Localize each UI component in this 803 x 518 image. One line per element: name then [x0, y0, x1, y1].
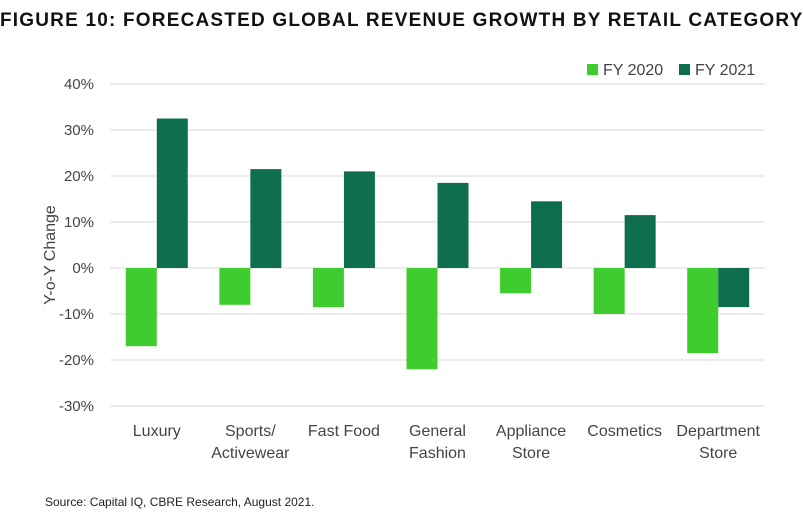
bar-fy2021 [718, 268, 750, 308]
y-tick-label: 30% [64, 122, 94, 139]
x-tick-label: Appliance Store [496, 423, 566, 462]
bar-fy2021 [343, 171, 375, 268]
x-tick-label: Department Store [676, 423, 760, 462]
y-tick-label: 0% [72, 260, 94, 277]
bar-fy2020 [500, 268, 532, 294]
y-tick-label: 20% [64, 168, 94, 185]
legend: FY 2020 FY 2021 [587, 62, 755, 79]
legend-label-fy2020: FY 2020 [603, 62, 663, 79]
bar-fy2021 [156, 118, 188, 268]
x-axis-labels: Luxury Sports/Activewear Fast Food General F… [133, 423, 761, 462]
bar-fy2021 [531, 201, 563, 268]
x-tick-label: General Fashion [409, 423, 466, 462]
legend-swatch-fy2021 [679, 64, 690, 75]
bar-fy2020 [125, 268, 157, 347]
bar-fy2020 [593, 268, 625, 314]
chart-title: FIGURE 10: FORECASTED GLOBAL REVENUE GRO… [0, 10, 803, 31]
bar-fy2020 [219, 268, 251, 305]
bar-fy2021 [437, 182, 469, 268]
x-tick-label: Sports/Activewear [211, 423, 290, 462]
bar-fy2020 [312, 268, 344, 308]
y-tick-label: -10% [59, 306, 94, 323]
x-tick-label: Fast Food [308, 423, 380, 440]
legend-swatch-fy2020 [587, 64, 598, 75]
bar-fy2020 [687, 268, 719, 354]
bar-fy2020 [406, 268, 438, 370]
y-tick-label: 10% [64, 214, 94, 231]
bar-fy2021 [624, 215, 656, 268]
bar-fy2021 [250, 169, 282, 268]
x-tick-label: Luxury [133, 423, 181, 440]
x-tick-label: Cosmetics [587, 423, 662, 440]
legend-label-fy2021: FY 2021 [695, 62, 755, 79]
y-axis-label: Y-o-Y Change [42, 205, 59, 305]
y-tick-label: 40% [64, 76, 94, 93]
source-note: Source: Capital IQ, CBRE Research, Augus… [45, 495, 315, 509]
y-tick-label: -30% [59, 398, 94, 415]
bars [125, 118, 750, 370]
y-tick-label: -20% [59, 352, 94, 369]
y-axis-ticks: 40% 30% 20% 10% 0% -10% -20% -30% [59, 76, 94, 415]
